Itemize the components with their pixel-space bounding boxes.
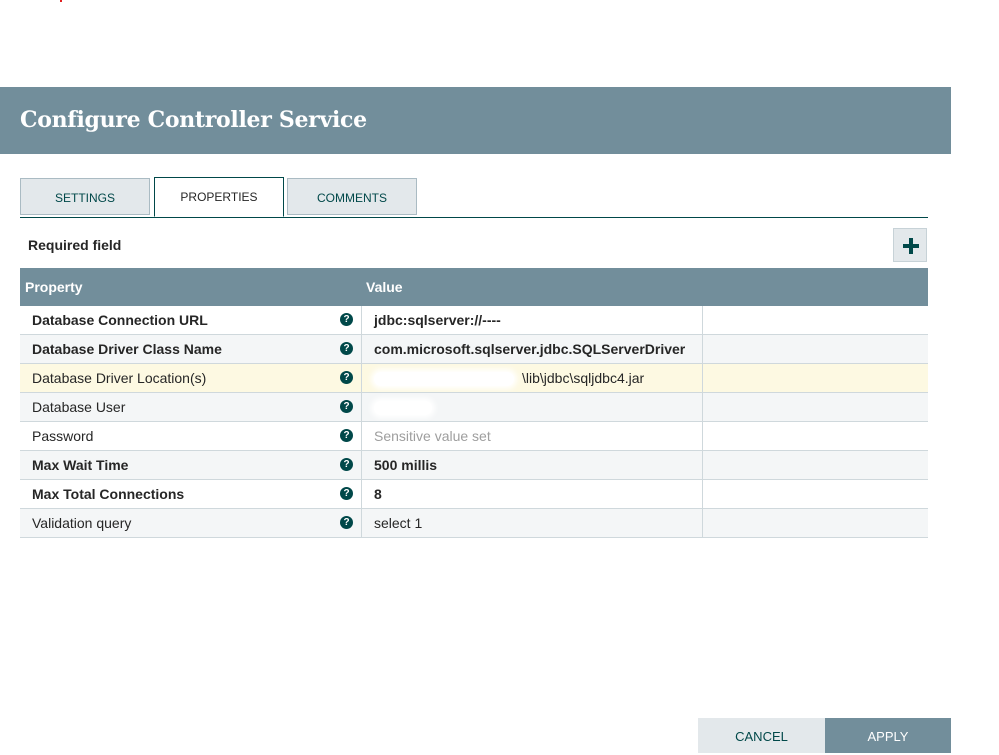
property-name: Validation query bbox=[20, 509, 362, 537]
redacted-text bbox=[374, 372, 514, 387]
property-name: Database Driver Location(s) bbox=[20, 364, 362, 392]
property-value[interactable] bbox=[362, 393, 703, 421]
help-icon[interactable]: ? bbox=[340, 371, 353, 384]
property-value[interactable]: Sensitive value set bbox=[362, 422, 703, 450]
table-row[interactable]: Validation query ? select 1 bbox=[20, 509, 928, 538]
help-icon[interactable]: ? bbox=[340, 516, 353, 529]
properties-table: Property Value Database Connection URL ?… bbox=[20, 268, 928, 538]
help-icon[interactable]: ? bbox=[340, 342, 353, 355]
dialog-title: Configure Controller Service bbox=[20, 107, 367, 133]
property-value[interactable]: 500 millis bbox=[362, 451, 703, 479]
table-row[interactable]: Max Wait Time ? 500 millis bbox=[20, 451, 928, 480]
apply-button[interactable]: APPLY bbox=[825, 718, 951, 753]
value-text: 500 millis bbox=[374, 457, 438, 473]
help-icon[interactable]: ? bbox=[340, 400, 353, 413]
plus-icon bbox=[903, 238, 919, 254]
property-value[interactable]: 8 bbox=[362, 480, 703, 508]
property-name: Database Driver Class Name bbox=[20, 335, 362, 363]
property-name: Max Wait Time bbox=[20, 451, 362, 479]
table-row[interactable]: Database Driver Location(s) ? \lib\jdbc\… bbox=[20, 364, 928, 393]
property-value[interactable]: \lib\jdbc\sqljdbc4.jar bbox=[362, 364, 703, 392]
tab-comments[interactable]: COMMENTS bbox=[287, 178, 417, 215]
row-actions bbox=[703, 364, 928, 392]
table-row[interactable]: Database Connection URL ? jdbc:sqlserver… bbox=[20, 306, 928, 335]
table-row[interactable]: Database Driver Class Name ? com.microso… bbox=[20, 335, 928, 364]
property-name: Password bbox=[20, 422, 362, 450]
property-name: Max Total Connections bbox=[20, 480, 362, 508]
help-icon[interactable]: ? bbox=[340, 458, 353, 471]
add-property-button[interactable] bbox=[893, 228, 927, 262]
row-actions bbox=[703, 480, 928, 508]
property-value[interactable]: com.microsoft.sqlserver.jdbc.SQLServerDr… bbox=[362, 335, 703, 363]
row-actions bbox=[703, 451, 928, 479]
value-text: \lib\jdbc\sqljdbc4.jar bbox=[522, 370, 645, 386]
property-name: Database User bbox=[20, 393, 362, 421]
row-actions bbox=[703, 335, 928, 363]
row-actions bbox=[703, 393, 928, 421]
property-name: Database Connection URL bbox=[20, 306, 362, 334]
stray-mark bbox=[60, 0, 62, 2]
tab-settings[interactable]: SETTINGS bbox=[20, 178, 150, 215]
table-row[interactable]: Password ? Sensitive value set bbox=[20, 422, 928, 451]
cancel-button[interactable]: CANCEL bbox=[698, 718, 825, 753]
required-field-label: Required field bbox=[28, 237, 122, 253]
value-text: 8 bbox=[374, 486, 382, 502]
value-text: jdbc:sqlserver://---- bbox=[374, 312, 501, 328]
value-text: Sensitive value set bbox=[374, 428, 491, 444]
row-actions bbox=[703, 306, 928, 334]
value-text: com.microsoft.sqlserver.jdbc.SQLServerDr… bbox=[374, 341, 686, 357]
help-icon[interactable]: ? bbox=[340, 487, 353, 500]
redacted-text bbox=[374, 401, 432, 416]
dialog-header: Configure Controller Service bbox=[0, 87, 951, 154]
table-row[interactable]: Database User ? bbox=[20, 393, 928, 422]
column-header-value: Value bbox=[366, 279, 403, 295]
value-text: select 1 bbox=[374, 515, 423, 531]
tab-bar: SETTINGS PROPERTIES COMMENTS bbox=[20, 177, 928, 218]
table-header: Property Value bbox=[20, 268, 928, 306]
help-icon[interactable]: ? bbox=[340, 429, 353, 442]
property-value[interactable]: select 1 bbox=[362, 509, 703, 537]
table-row[interactable]: Max Total Connections ? 8 bbox=[20, 480, 928, 509]
row-actions bbox=[703, 422, 928, 450]
help-icon[interactable]: ? bbox=[340, 313, 353, 326]
property-value[interactable]: jdbc:sqlserver://---- bbox=[362, 306, 703, 334]
tab-properties[interactable]: PROPERTIES bbox=[154, 177, 284, 217]
column-header-property: Property bbox=[25, 279, 83, 295]
row-actions bbox=[703, 509, 928, 537]
